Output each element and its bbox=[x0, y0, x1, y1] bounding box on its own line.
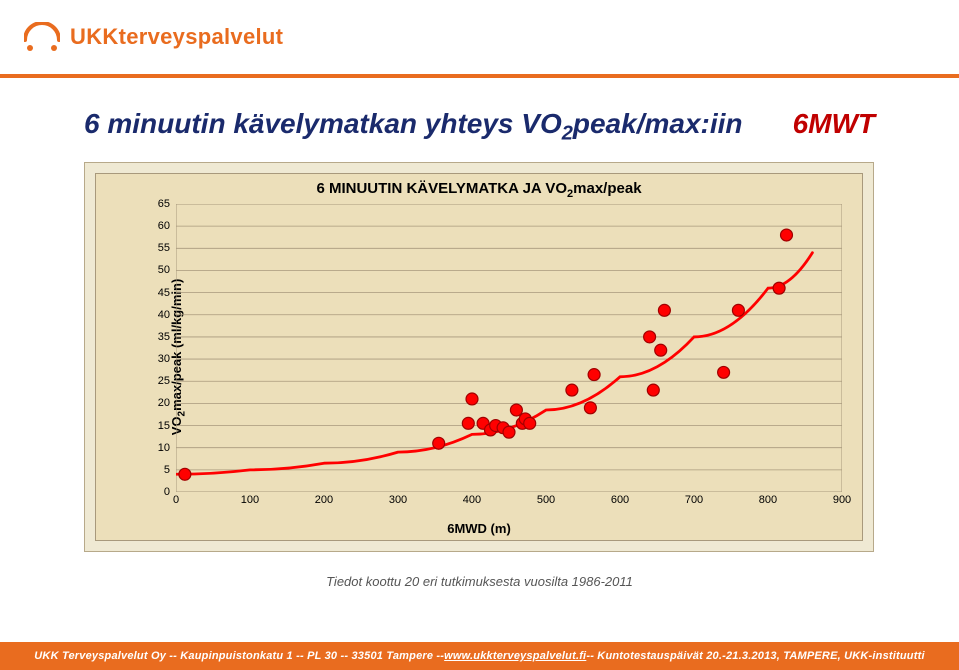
x-axis-label: 6MWD (m) bbox=[447, 521, 511, 536]
x-ticks: 0100200300400500600700800900 bbox=[176, 494, 842, 510]
title-prefix: 6 minuutin kävelymatkan yhteys VO bbox=[84, 108, 562, 139]
x-tick: 100 bbox=[241, 494, 259, 506]
footer-link[interactable]: www.ukkterveyspalvelut.fi bbox=[444, 650, 586, 662]
title-row: 6 minuutin kävelymatkan yhteys VO2peak/m… bbox=[84, 108, 875, 146]
brand-logo: UKKterveyspalvelut bbox=[24, 22, 283, 52]
footer-text-a: UKK Terveyspalvelut Oy -- Kaupinpuistonk… bbox=[34, 650, 444, 662]
y-tick: 65 bbox=[158, 198, 170, 210]
title-suffix: peak/max:iin bbox=[573, 108, 743, 139]
plot-area bbox=[176, 204, 842, 492]
x-tick: 200 bbox=[315, 494, 333, 506]
title-sub: 2 bbox=[562, 123, 573, 145]
brand-name: UKKterveyspalvelut bbox=[70, 24, 283, 50]
y-tick: 0 bbox=[164, 486, 170, 498]
chart-svg bbox=[176, 204, 842, 492]
y-tick: 50 bbox=[158, 264, 170, 276]
subcaption: Tiedot koottu 20 eri tutkimuksesta vuosi… bbox=[0, 574, 959, 589]
chart-title-prefix: 6 MINUUTIN KÄVELYMATKA JA VO bbox=[316, 180, 567, 197]
y-tick: 10 bbox=[158, 442, 170, 454]
y-tick: 55 bbox=[158, 242, 170, 254]
page-title: 6 minuutin kävelymatkan yhteys VO2peak/m… bbox=[84, 108, 743, 146]
y-ticks: 05101520253035404550556065 bbox=[144, 204, 174, 492]
y-tick: 5 bbox=[164, 464, 170, 476]
y-tick: 30 bbox=[158, 353, 170, 365]
footer: UKK Terveyspalvelut Oy -- Kaupinpuistonk… bbox=[0, 642, 959, 670]
x-tick: 600 bbox=[611, 494, 629, 506]
y-tick: 20 bbox=[158, 397, 170, 409]
slide: UKKterveyspalvelut 6 minuutin kävelymatk… bbox=[0, 0, 959, 670]
x-tick: 300 bbox=[389, 494, 407, 506]
y-tick: 45 bbox=[158, 287, 170, 299]
chart-inner: 6 MINUUTIN KÄVELYMATKA JA VO2max/peak VO… bbox=[95, 173, 863, 541]
badge-6mwt: 6MWT bbox=[793, 108, 875, 140]
y-tick: 40 bbox=[158, 309, 170, 321]
y-tick: 25 bbox=[158, 375, 170, 387]
x-tick: 900 bbox=[833, 494, 851, 506]
x-tick: 0 bbox=[173, 494, 179, 506]
chart-title-suffix: max/peak bbox=[573, 180, 641, 197]
y-tick: 15 bbox=[158, 420, 170, 432]
chart-title: 6 MINUUTIN KÄVELYMATKA JA VO2max/peak bbox=[96, 180, 862, 200]
logo-icon bbox=[24, 22, 60, 52]
y-tick: 35 bbox=[158, 331, 170, 343]
x-tick: 400 bbox=[463, 494, 481, 506]
x-tick: 700 bbox=[685, 494, 703, 506]
x-tick: 800 bbox=[759, 494, 777, 506]
x-tick: 500 bbox=[537, 494, 555, 506]
header: UKKterveyspalvelut bbox=[0, 0, 959, 78]
footer-text-b: -- Kuntotestauspäivät 20.-21.3.2013, TAM… bbox=[586, 650, 924, 662]
chart-frame: 6 MINUUTIN KÄVELYMATKA JA VO2max/peak VO… bbox=[84, 162, 874, 552]
y-tick: 60 bbox=[158, 220, 170, 232]
